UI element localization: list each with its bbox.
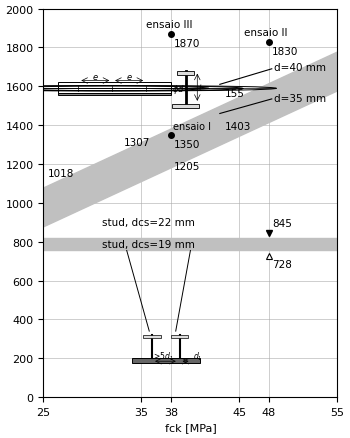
Text: e: e — [93, 73, 98, 82]
Text: 728: 728 — [272, 260, 292, 270]
Text: 1350: 1350 — [174, 140, 200, 150]
Text: d=40 mm: d=40 mm — [274, 63, 326, 73]
Text: d=35 mm: d=35 mm — [274, 94, 326, 104]
Bar — [177, 71, 194, 75]
Text: 1403: 1403 — [225, 122, 251, 132]
Text: 1018: 1018 — [48, 168, 75, 178]
Text: ensaio II: ensaio II — [244, 28, 288, 38]
Text: 1830: 1830 — [272, 47, 298, 57]
Text: >5$d_1$: >5$d_1$ — [153, 350, 174, 363]
Text: ensaio I: ensaio I — [173, 122, 211, 132]
Bar — [171, 335, 188, 339]
X-axis label: fck [MPa]: fck [MPa] — [164, 423, 216, 432]
Text: 845: 845 — [272, 219, 292, 229]
Text: 155: 155 — [225, 89, 245, 99]
Text: stud, dcs=22 mm: stud, dcs=22 mm — [102, 218, 195, 228]
Bar — [58, 82, 171, 94]
Text: $\phi d$: $\phi d$ — [172, 83, 185, 95]
Bar — [172, 105, 199, 108]
Text: 1307: 1307 — [124, 138, 150, 148]
Bar — [144, 335, 161, 339]
Text: e: e — [127, 73, 132, 82]
Text: ensaio III: ensaio III — [146, 20, 193, 30]
Text: t: t — [199, 84, 202, 92]
Text: 1870: 1870 — [174, 39, 200, 49]
Text: stud, dcs=19 mm: stud, dcs=19 mm — [102, 239, 195, 249]
Bar — [132, 358, 200, 364]
Text: 1205: 1205 — [174, 162, 200, 172]
Text: $d_1$: $d_1$ — [193, 350, 203, 363]
Bar — [58, 94, 171, 96]
